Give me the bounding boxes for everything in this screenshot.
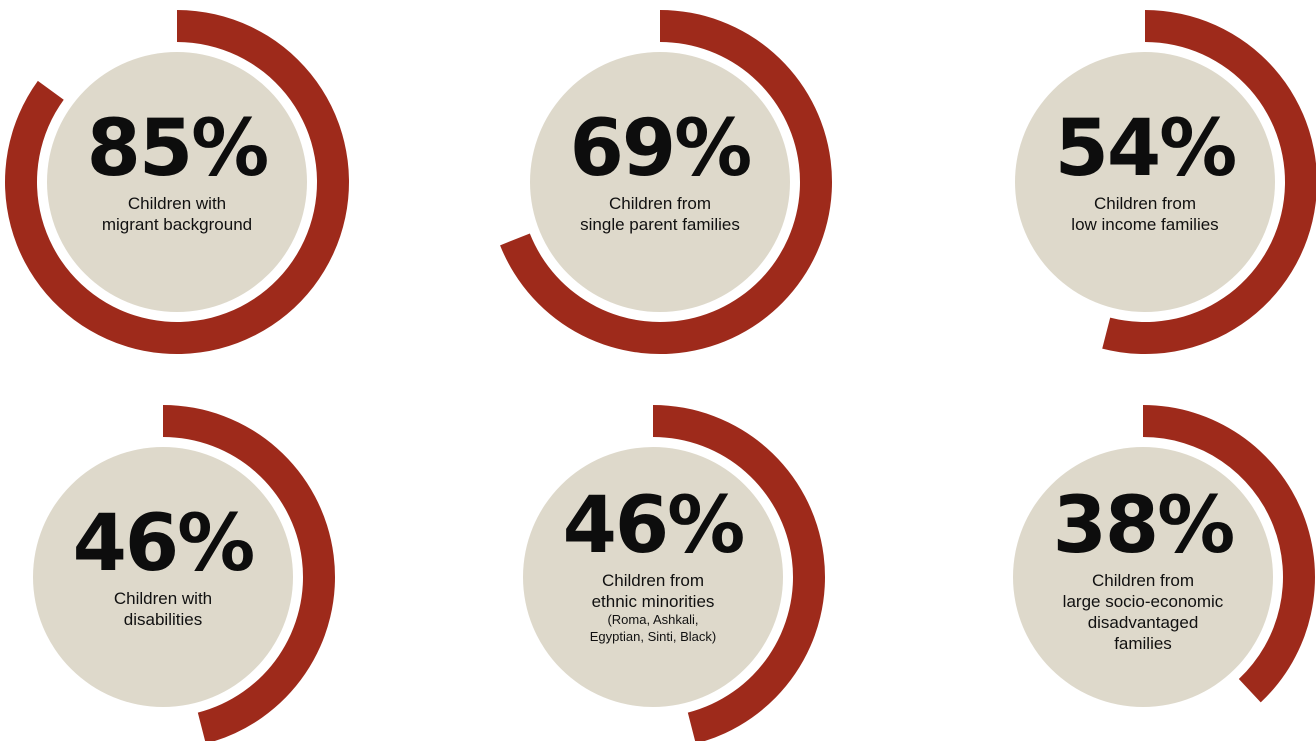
gauge-arc <box>1143 405 1315 703</box>
donut-gauge-6: 38%Children from large socio-economic disa… <box>1013 405 1315 707</box>
gauge-disc <box>1013 447 1273 707</box>
donut-gauge-2: 69%Children from single parent families <box>500 10 833 355</box>
gauge-note-line: Egyptian, Sinti, Black) <box>590 629 716 644</box>
gauge-percent-label: 46% <box>563 481 744 571</box>
gauge-disc <box>523 447 783 707</box>
gauge-percent-label: 54% <box>1055 104 1236 194</box>
gauge-arc <box>653 405 825 741</box>
gauge-disc <box>530 52 790 312</box>
gauge-caption-line: Children from <box>609 194 711 213</box>
gauge-disc <box>47 52 307 312</box>
gauge-arc <box>1102 10 1316 354</box>
gauge-caption-line: disadvantaged <box>1088 613 1199 632</box>
donut-gauge-1: 85%Children with migrant background <box>4 10 349 354</box>
gauge-caption-line: Children from <box>602 571 704 590</box>
gauge-caption-line: families <box>1114 634 1172 653</box>
gauge-caption-line: low income families <box>1071 215 1218 234</box>
gauge-percent-label: 38% <box>1053 481 1234 571</box>
gauge-caption-line: migrant background <box>102 215 252 234</box>
gauge-caption-line: Children with <box>128 194 226 213</box>
gauge-caption-line: large socio-economic <box>1063 592 1224 611</box>
donut-gauge-3: 54%Children from low income families <box>1015 10 1316 354</box>
gauge-note-line: (Roma, Ashkali, <box>607 612 698 627</box>
donut-gauge-5: 46%Children from ethnic minorities(Roma, … <box>523 405 825 741</box>
gauge-caption-line: ethnic minorities <box>592 592 715 611</box>
gauge-percent-label: 46% <box>73 499 254 589</box>
gauge-caption-line: Children from <box>1092 571 1194 590</box>
gauge-arc <box>163 405 335 741</box>
gauge-disc <box>33 447 293 707</box>
gauge-caption-line: Children with <box>114 589 212 608</box>
gauge-percent-label: 85% <box>87 104 268 194</box>
gauge-disc <box>1015 52 1275 312</box>
gauge-caption-line: Children from <box>1094 194 1196 213</box>
gauge-caption-line: single parent families <box>580 215 740 234</box>
gauge-percent-label: 69% <box>570 104 751 194</box>
gauge-caption-line: disabilities <box>124 610 202 629</box>
donut-gauge-4: 46%Children with disabilities <box>33 405 335 741</box>
